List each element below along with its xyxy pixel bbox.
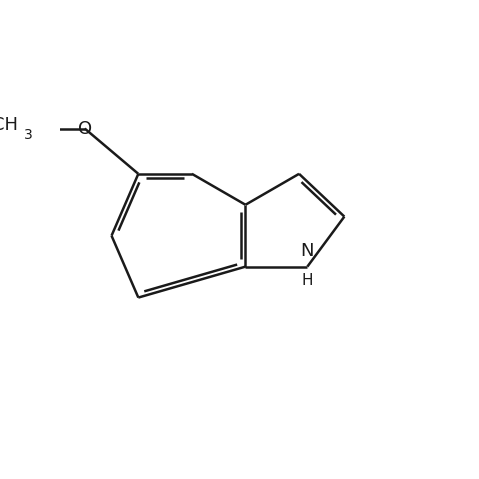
Text: H: H bbox=[302, 273, 313, 288]
Text: 3: 3 bbox=[24, 128, 33, 142]
Text: CH: CH bbox=[0, 116, 18, 135]
Text: O: O bbox=[78, 120, 92, 137]
Text: N: N bbox=[301, 242, 314, 261]
